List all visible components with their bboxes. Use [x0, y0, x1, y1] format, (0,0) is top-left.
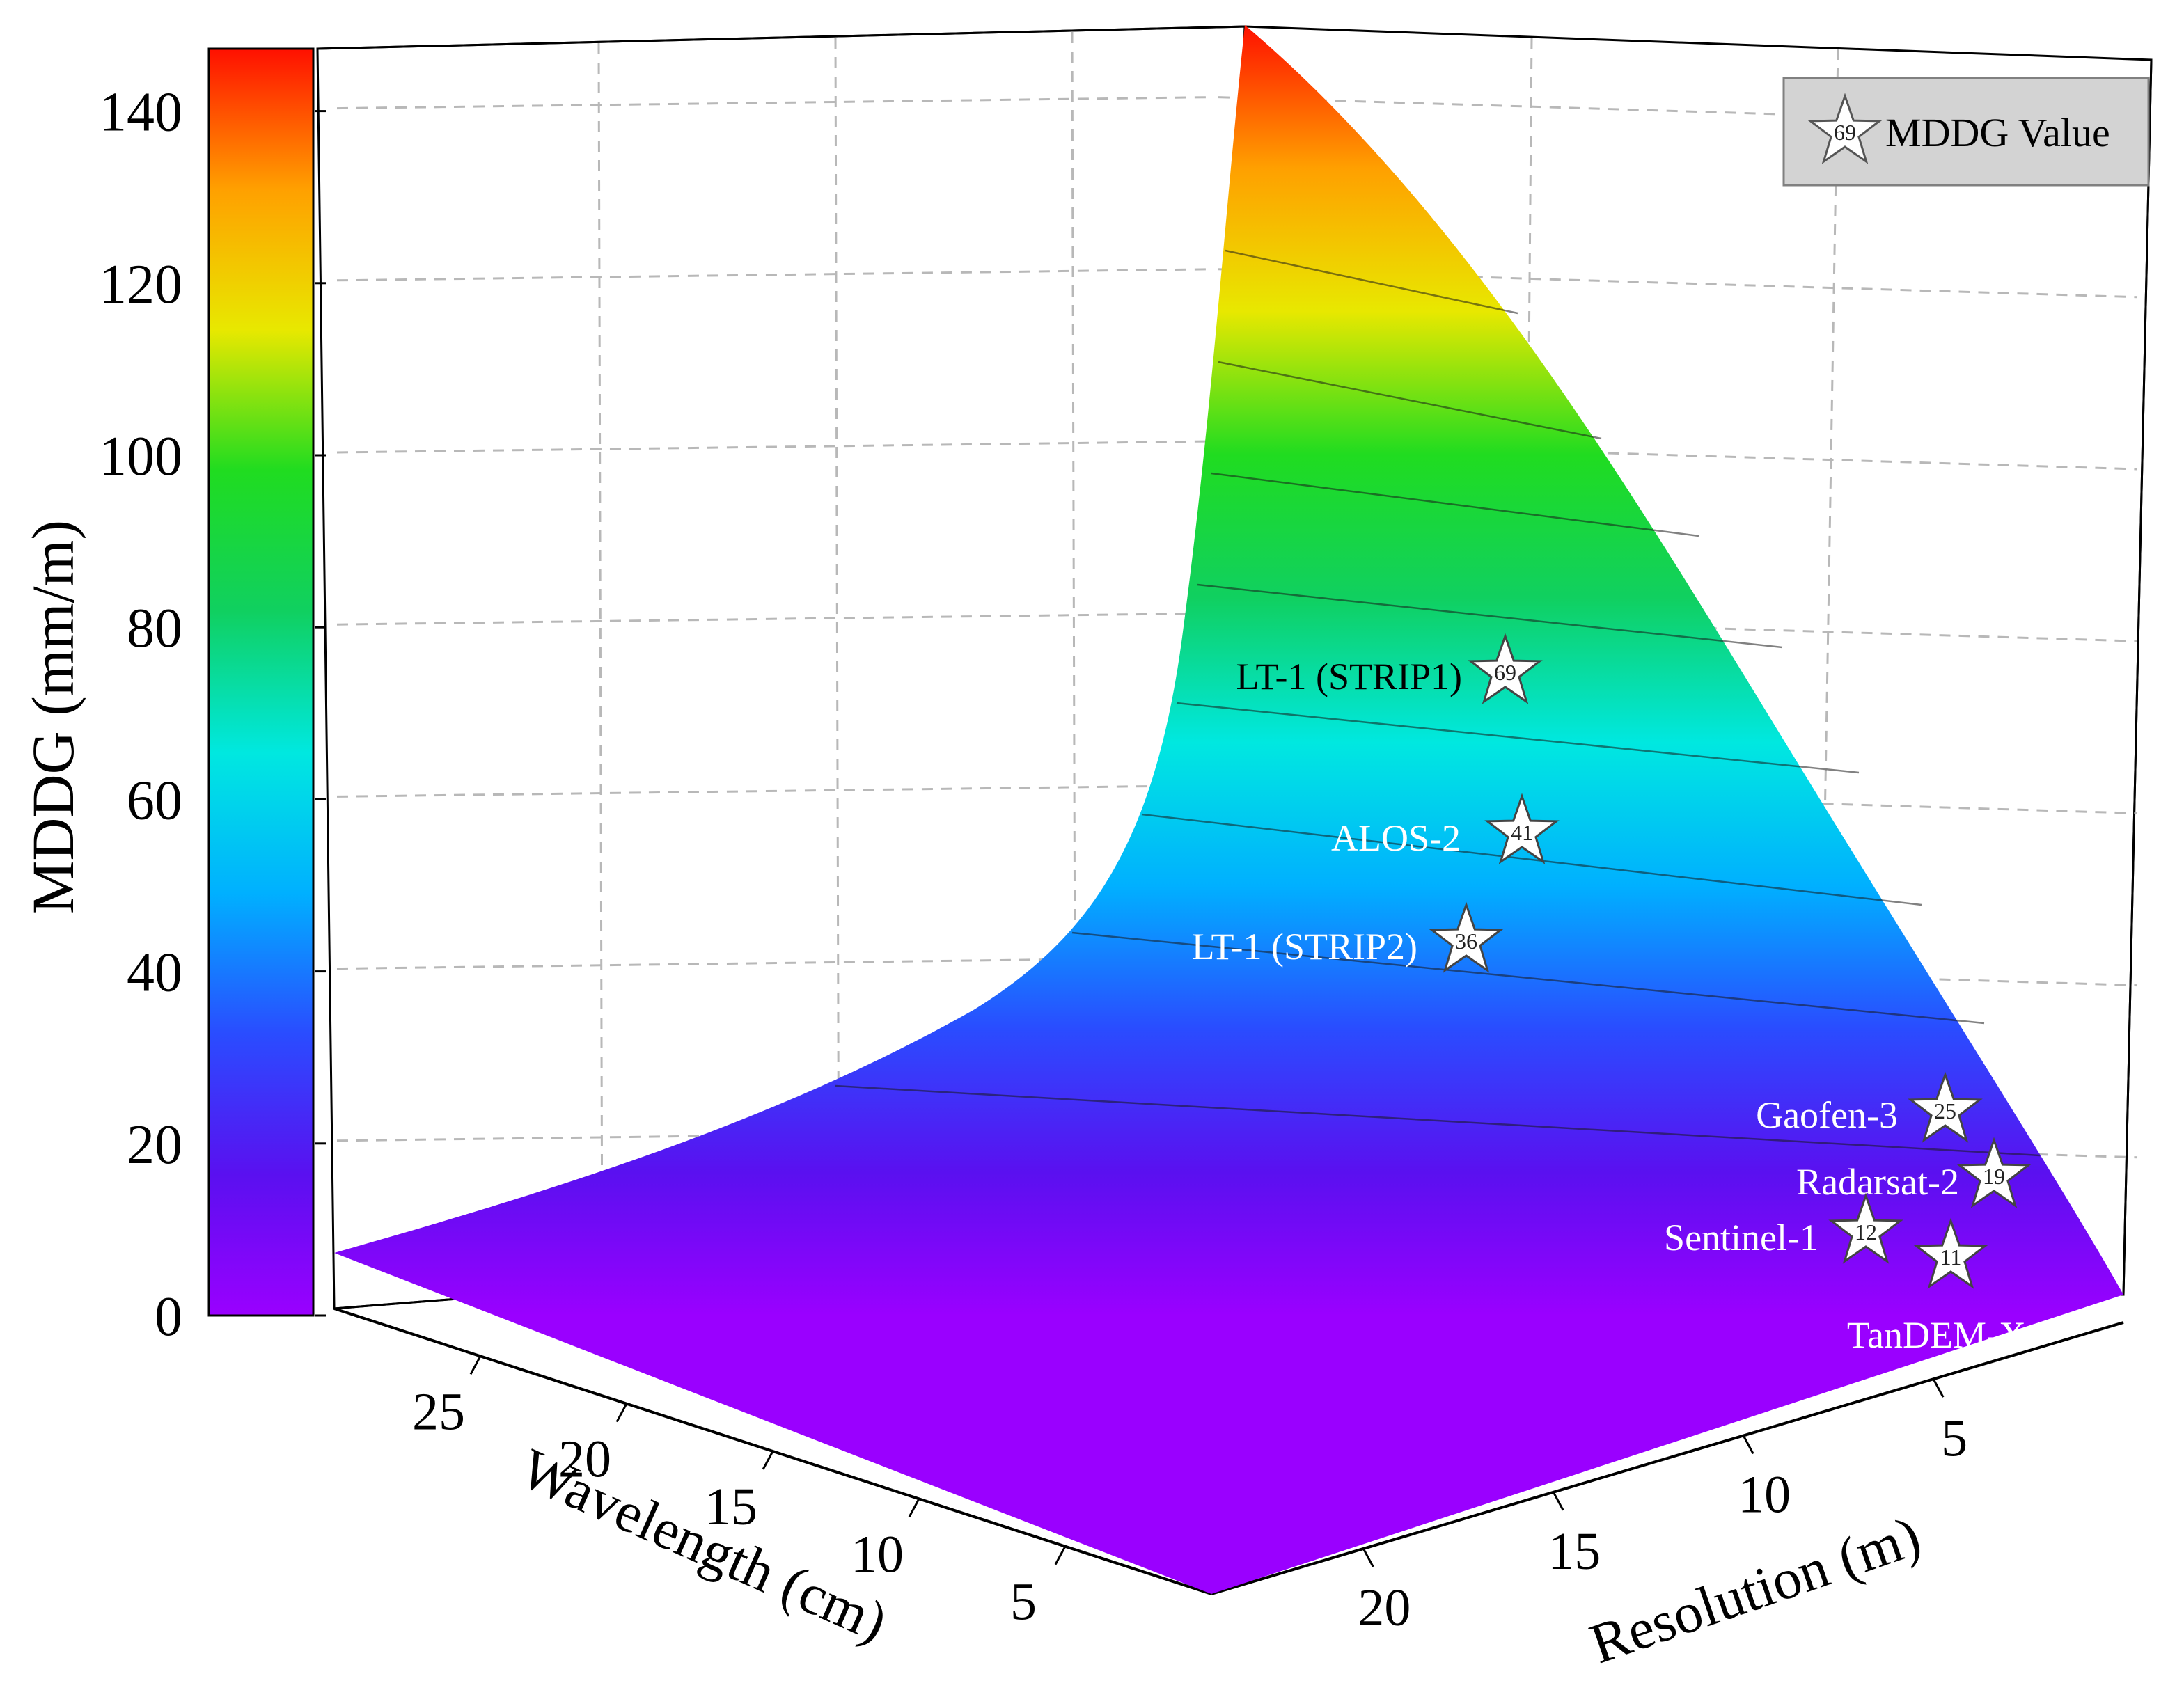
- y-tick-mark: [1742, 1435, 1754, 1455]
- point-value: 19: [1983, 1164, 2005, 1189]
- y-tick-label: 20: [1358, 1579, 1411, 1637]
- z-tick-label: 20: [127, 1114, 182, 1176]
- contour-line: [1218, 361, 1602, 440]
- point-value: 12: [1855, 1219, 1877, 1245]
- point-value: 36: [1455, 929, 1477, 954]
- contour-line: [1225, 249, 1518, 315]
- gridline-h-left: [336, 268, 1212, 282]
- x-tick-mark: [615, 1403, 628, 1423]
- z-tick-label: 80: [127, 598, 182, 659]
- z-axis-label: MDDG (mm/m): [19, 520, 86, 914]
- point-marker: 12: [1830, 1194, 1901, 1263]
- y-tick-label: 10: [1738, 1466, 1791, 1524]
- x-tick-mark: [1054, 1545, 1067, 1565]
- x-tick-mark: [469, 1355, 482, 1375]
- y-tick-label: 5: [1941, 1409, 1967, 1467]
- resolution-axis-ticks: 5 10 15 20: [1358, 1378, 1967, 1637]
- x-tick-label: 15: [705, 1478, 757, 1536]
- legend-label: MDDG Value: [1885, 110, 2110, 155]
- y-tick-mark: [1552, 1492, 1564, 1511]
- contour-line: [1211, 472, 1699, 537]
- mddg-surface: [334, 25, 2123, 1594]
- point-label: Gaofen-3: [1756, 1094, 1898, 1136]
- gridline-v: [834, 37, 840, 1271]
- x-tick-mark: [908, 1498, 920, 1518]
- point-value: 25: [1934, 1098, 1956, 1123]
- z-tick-label: 100: [99, 426, 182, 487]
- z-tick-label: 0: [155, 1286, 182, 1348]
- point-marker: 41: [1486, 795, 1557, 863]
- point-marker: 19: [1958, 1139, 2029, 1207]
- z-tick-label: 120: [99, 254, 182, 315]
- wavelength-axis-ticks: 25 20 15 10 5: [412, 1355, 1067, 1632]
- point-marker: 69: [1470, 635, 1541, 703]
- frame-top-edge: [317, 25, 1246, 50]
- gridline-h-right: [1218, 784, 2138, 814]
- z-tick-label: 140: [99, 82, 182, 143]
- gridline-h-left: [336, 440, 1212, 454]
- point-label: ALOS-2: [1331, 817, 1461, 859]
- legend: 69 MDDG Value: [1782, 77, 2150, 187]
- point-marker: 11: [1915, 1219, 1986, 1288]
- point-marker: 36: [1431, 903, 1502, 972]
- contour-line: [1071, 931, 1985, 1025]
- y-tick-mark: [1362, 1548, 1374, 1567]
- point-label: Radarsat-2: [1796, 1161, 1959, 1203]
- colorbar: [207, 47, 315, 1317]
- surface-contour-lines: [835, 249, 2041, 1157]
- contour-line: [1197, 583, 1783, 649]
- point-label: LT-1 (STRIP2): [1191, 926, 1417, 968]
- y-tick-mark: [1932, 1378, 1945, 1398]
- contour-line: [1176, 702, 1860, 774]
- gridline-v: [597, 42, 604, 1288]
- legend-star-marker: 69: [1809, 95, 1880, 163]
- legend-sample-value: 69: [1834, 120, 1856, 145]
- gridline-h-left: [336, 784, 1212, 798]
- x-tick-label: 20: [558, 1430, 611, 1489]
- x-tick-label: 10: [851, 1525, 904, 1584]
- x-tick-label: 5: [1010, 1573, 1037, 1632]
- y-axis-label: Resolution (m): [1582, 1504, 1928, 1676]
- point-value: 11: [1940, 1245, 1962, 1270]
- x-tick-label: 25: [412, 1382, 465, 1441]
- point-value: 41: [1511, 820, 1533, 845]
- z-tick-label: 60: [127, 770, 182, 831]
- y-tick-label: 15: [1548, 1522, 1601, 1581]
- contour-line: [835, 1084, 2041, 1157]
- gridline-h-right: [1218, 268, 2138, 299]
- point-value: 69: [1494, 660, 1516, 685]
- point-label: Sentinel-1: [1664, 1217, 1818, 1258]
- gridline-h-right: [1218, 440, 2138, 471]
- z-tick-label: 40: [127, 942, 182, 1004]
- frame-right-edge: [2122, 59, 2153, 1295]
- point-label: TanDEM-X: [1847, 1314, 2026, 1356]
- gridline-h-right: [1218, 956, 2138, 987]
- gridline-h-left: [336, 612, 1212, 626]
- z-axis-ticks: 0 20 40 60 80 100 120 140: [99, 82, 326, 1348]
- gridline-h-right: [1218, 612, 2138, 642]
- contour-line: [1141, 813, 1922, 906]
- gridline-h-left: [336, 96, 1212, 110]
- point-marker: 25: [1910, 1073, 1981, 1142]
- satellite-points: 69 LT-1 (STRIP1) 41 ALOS-2 36 LT-1 (STRIP2) 25…: [1191, 635, 2029, 1356]
- x-tick-mark: [762, 1451, 774, 1470]
- point-label: LT-1 (STRIP1): [1236, 656, 1462, 697]
- colorbar-fill: [207, 47, 315, 1317]
- x-axis-label: Wavelength (cm): [512, 1436, 897, 1654]
